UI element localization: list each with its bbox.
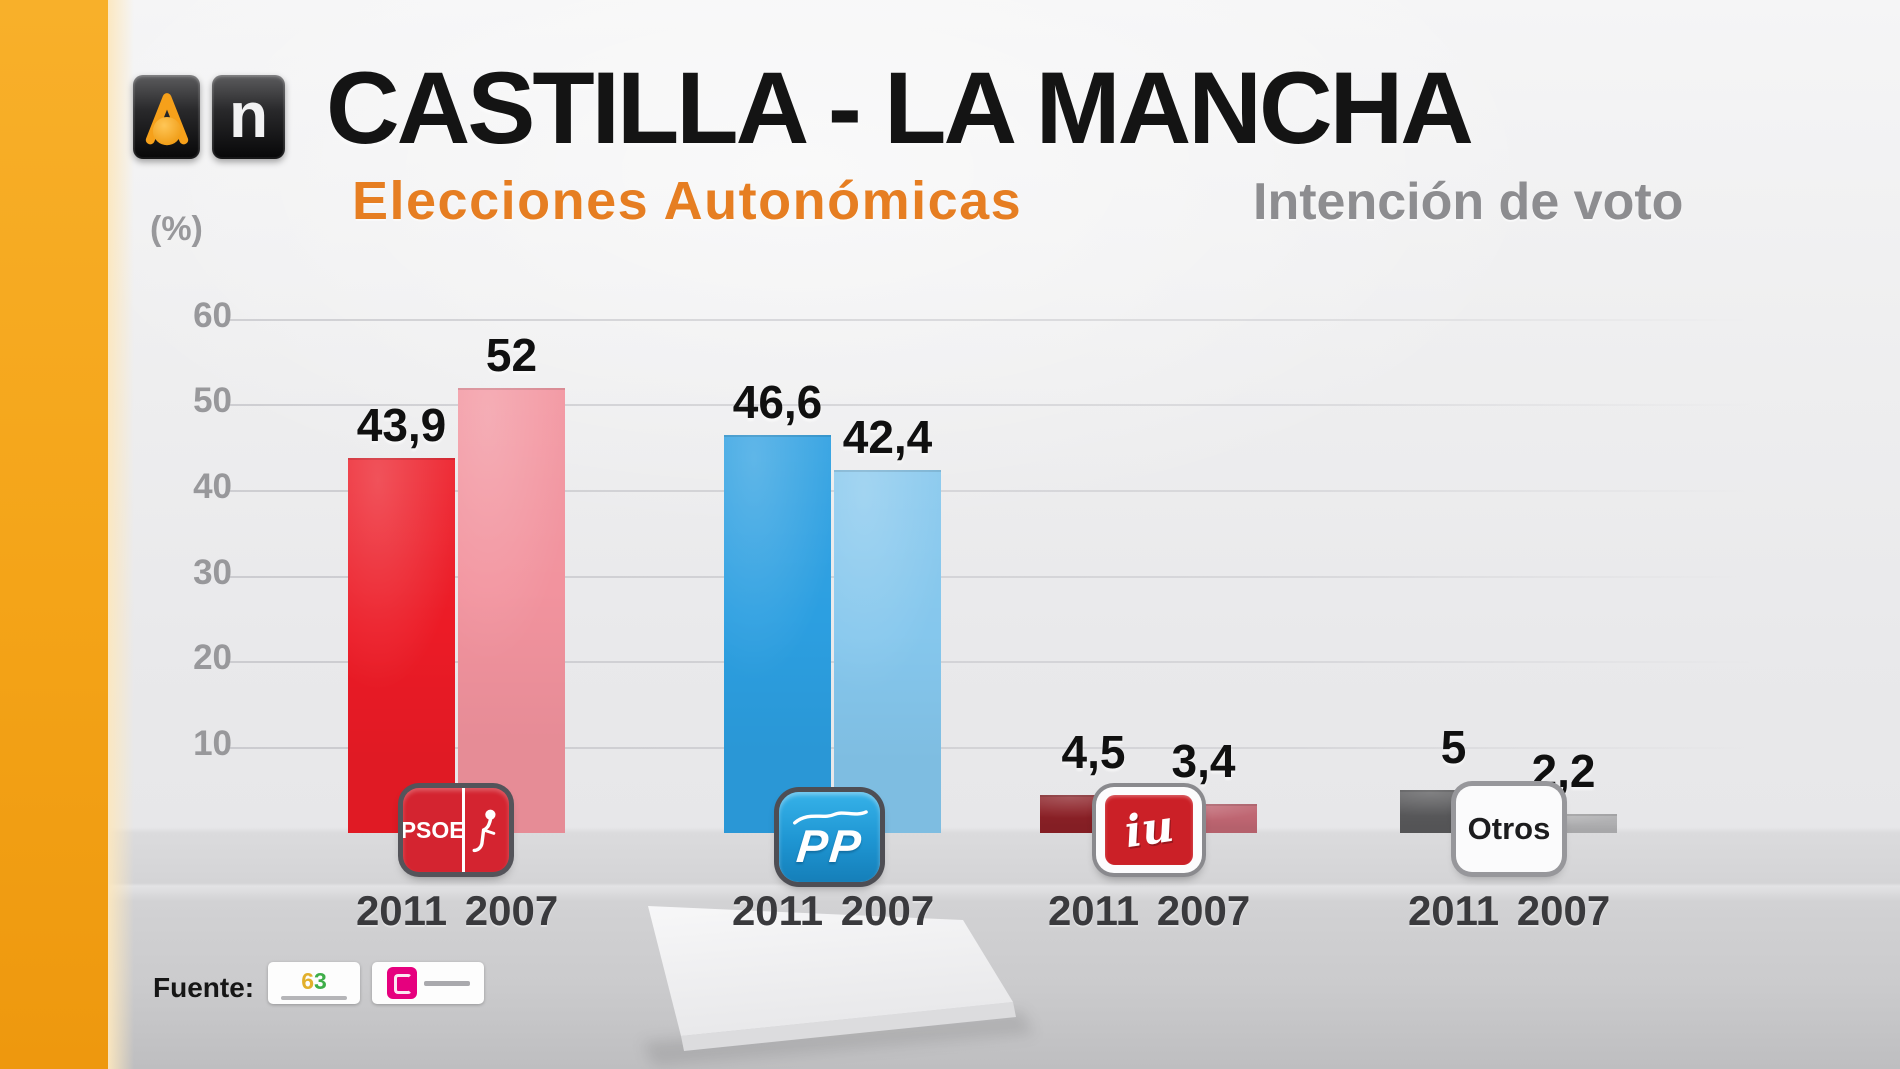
iu-logo: iu [1096, 787, 1202, 873]
value-label-pp-2011: 46,6 [732, 376, 823, 428]
bar-psoe-2007 [458, 388, 565, 833]
subtitle-elections: Elecciones Autonómicas [352, 171, 1023, 231]
x-label-pp-2011: 2011 [731, 887, 824, 934]
antena3-logo [133, 75, 200, 159]
otros-badge: Otros [1456, 786, 1562, 872]
value-label-psoe-2011: 43,9 [356, 399, 447, 451]
gridline-60 [230, 319, 1752, 321]
psoe-logo: PSOE [403, 788, 509, 872]
y-tick-20: 20 [193, 638, 232, 677]
gridline-10 [230, 747, 1752, 749]
y-tick-50: 50 [193, 381, 232, 420]
left-orange-band [0, 0, 108, 1069]
value-label-iu-2007: 3,4 [1171, 735, 1236, 787]
x-label-iu-2007: 2007 [1156, 887, 1251, 934]
pp-logo-text: PP [794, 820, 865, 873]
source-label: Fuente: [153, 972, 255, 1003]
page-title: CASTILLA - LA MANCHA [326, 51, 1474, 165]
x-label-otros-2007: 2007 [1516, 887, 1611, 934]
iu-logo-text: iu [1121, 800, 1177, 859]
x-label-otros-2011: 2011 [1407, 887, 1500, 934]
x-label-psoe-2007: 2007 [464, 887, 559, 934]
value-label-iu-2011: 4,5 [1061, 726, 1126, 778]
x-label-pp-2007: 2007 [840, 887, 935, 934]
gridline-50 [230, 404, 1752, 406]
pp-gaviota-icon [792, 810, 868, 825]
iu-emblem-icon: iu [1105, 795, 1193, 865]
value-label-pp-2007: 42,4 [842, 411, 933, 463]
gridline-20 [230, 661, 1752, 663]
pp-logo: PP [779, 792, 880, 882]
source-logo-1: 63 [268, 962, 360, 1004]
x-label-iu-2011: 2011 [1047, 887, 1140, 934]
tns-logo-icon [386, 967, 417, 999]
source-logo-63-icon: 63 [301, 967, 327, 994]
x-label-psoe-2011: 2011 [355, 887, 448, 934]
noticias-n-letter: n [228, 79, 269, 151]
y-tick-40: 40 [193, 467, 232, 506]
otros-label: Otros [1467, 811, 1551, 846]
value-label-otros-2011: 5 [1440, 721, 1467, 773]
band-fade [108, 0, 134, 1069]
value-label-psoe-2007: 52 [485, 329, 538, 381]
bar-psoe-2011 [348, 458, 455, 833]
gridline-40 [230, 490, 1752, 492]
bar-pp-2011 [724, 435, 831, 833]
source-logo-2-caption [423, 980, 470, 986]
psoe-emblem-icon [465, 788, 509, 872]
gridline-30 [230, 576, 1752, 578]
subtitle-vote-intention: Intención de voto [1253, 173, 1684, 231]
y-axis-unit-label: (%) [150, 210, 203, 248]
noticias-logo: n [212, 75, 285, 159]
psoe-logo-text: PSOE [403, 788, 466, 872]
y-tick-10: 10 [193, 724, 232, 763]
antena3-icon [145, 93, 188, 146]
y-tick-60: 60 [193, 296, 232, 335]
bar-pp-2007 [834, 470, 941, 833]
y-tick-30: 30 [193, 553, 232, 592]
source-logo-2 [372, 962, 484, 1004]
source-logo-1-caption [281, 995, 347, 1000]
